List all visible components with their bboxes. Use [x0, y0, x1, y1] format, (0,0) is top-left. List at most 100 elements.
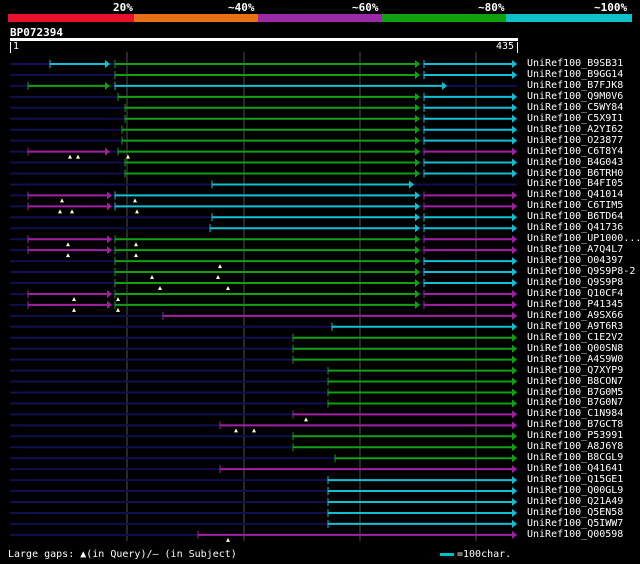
hit-row[interactable]: [10, 147, 517, 159]
segment-arrow-icon: [415, 169, 420, 178]
hit-label[interactable]: UniRef100_O23877: [527, 134, 624, 146]
hit-row[interactable]: [10, 103, 517, 112]
hit-label[interactable]: UniRef100_Q15GE1: [527, 474, 624, 486]
hit-row[interactable]: [10, 333, 517, 342]
hit-row[interactable]: [10, 508, 517, 517]
hit-row[interactable]: [10, 279, 517, 290]
hit-row[interactable]: [10, 235, 517, 247]
hit-label[interactable]: UniRef100_B6TD64: [527, 211, 624, 223]
hit-row[interactable]: [10, 136, 517, 145]
hit-row[interactable]: [10, 169, 517, 178]
hit-row[interactable]: [10, 81, 517, 90]
hit-label[interactable]: UniRef100_B7G0N7: [527, 397, 624, 409]
hit-label[interactable]: UniRef100_B7FJK8: [527, 79, 624, 91]
hit-label[interactable]: UniRef100_C5X9I1: [527, 112, 624, 124]
hit-label[interactable]: UniRef100_C6TIM5: [527, 200, 624, 212]
hit-row[interactable]: [10, 476, 517, 485]
hit-row[interactable]: [10, 224, 517, 233]
hit-row[interactable]: [10, 377, 517, 386]
hit-label[interactable]: UniRef100_B4FI05: [527, 178, 624, 190]
pct-label-100: ~100%: [594, 1, 628, 14]
hit-row[interactable]: [10, 60, 517, 68]
hit-row[interactable]: [10, 202, 517, 214]
segment-arrow-icon: [512, 519, 517, 528]
hit-row[interactable]: [10, 454, 517, 463]
hit-row[interactable]: [10, 530, 517, 542]
query-gap-marker-icon: [66, 253, 70, 258]
hit-row[interactable]: [10, 465, 517, 474]
hit-row[interactable]: [10, 125, 517, 134]
hit-row[interactable]: [10, 311, 517, 320]
hit-label[interactable]: UniRef100_B7G0M5: [527, 386, 624, 398]
hit-row[interactable]: [10, 421, 517, 433]
hit-label[interactable]: UniRef100_B9GG14: [527, 68, 624, 80]
hit-row[interactable]: [10, 519, 517, 528]
hit-label[interactable]: UniRef100_C5WY84: [527, 101, 624, 113]
hit-label[interactable]: UniRef100_Q9S9P8-2: [527, 266, 636, 278]
hit-label[interactable]: UniRef100_B8CGL9: [527, 452, 624, 464]
hit-label[interactable]: UniRef100_A4S9W0: [527, 353, 624, 365]
hit-row[interactable]: [10, 487, 517, 496]
hit-label[interactable]: UniRef100_Q00598: [527, 528, 624, 540]
query-gap-marker-icon: [304, 417, 308, 422]
hit-label[interactable]: UniRef100_B6TRH0: [527, 167, 624, 179]
segment-arrow-icon: [512, 103, 517, 112]
hit-label[interactable]: UniRef100_B7GCT8: [527, 419, 624, 431]
hit-row[interactable]: [10, 114, 517, 123]
hit-row[interactable]: [10, 213, 517, 222]
hit-label[interactable]: UniRef100_A2YI62: [527, 123, 624, 135]
hit-label[interactable]: UniRef100_A9T6R3: [527, 320, 624, 332]
hit-row[interactable]: [10, 191, 517, 203]
query-gap-marker-icon: [252, 428, 256, 433]
query-gap-marker-icon: [216, 275, 220, 280]
segment-arrow-icon: [415, 70, 420, 79]
segment-arrow-icon: [512, 344, 517, 353]
hit-label[interactable]: UniRef100_B9SB31: [527, 58, 624, 69]
hit-label[interactable]: UniRef100_Q00GL9: [527, 485, 624, 497]
hit-label[interactable]: UniRef100_A9SX66: [527, 309, 624, 321]
hit-row[interactable]: [10, 257, 517, 269]
hit-row[interactable]: [10, 344, 517, 353]
hit-label[interactable]: UniRef100_Q9S9P8: [527, 277, 624, 288]
hit-label[interactable]: UniRef100_Q10CF4: [527, 287, 624, 299]
hit-label[interactable]: UniRef100_B8CON7: [527, 375, 624, 387]
hit-row[interactable]: [10, 498, 517, 506]
hit-row[interactable]: [10, 432, 517, 441]
hit-row[interactable]: [10, 410, 517, 422]
hit-label[interactable]: UniRef100_C1E2V2: [527, 331, 624, 343]
hit-row[interactable]: [10, 399, 517, 408]
hit-row[interactable]: [10, 443, 517, 452]
hit-row[interactable]: [10, 322, 517, 331]
hit-label[interactable]: UniRef100_Q41736: [527, 222, 624, 234]
hit-label[interactable]: UniRef100_UP1000...: [527, 233, 640, 245]
hit-row[interactable]: [10, 366, 517, 375]
hit-row[interactable]: [10, 180, 517, 189]
hit-label[interactable]: UniRef100_O04397: [527, 255, 624, 267]
hit-row[interactable]: [10, 70, 517, 79]
hit-label[interactable]: UniRef100_C1N984: [527, 408, 624, 420]
hit-row[interactable]: [10, 158, 517, 167]
hit-row[interactable]: [10, 388, 517, 397]
hit-label[interactable]: UniRef100_A8J6Y8: [527, 441, 624, 453]
hit-label[interactable]: UniRef100_Q9M0V6: [527, 90, 624, 102]
hit-label[interactable]: UniRef100_Q5EN58: [527, 506, 624, 518]
hit-row[interactable]: [10, 92, 517, 101]
hit-label[interactable]: UniRef100_Q00SN8: [527, 342, 624, 354]
hit-label[interactable]: UniRef100_C6T8Y4: [527, 145, 624, 157]
hit-label[interactable]: UniRef100_P53991: [527, 430, 624, 442]
segment-arrow-icon: [415, 125, 420, 134]
hit-label[interactable]: UniRef100_Q5IWW7: [527, 517, 624, 529]
hit-label[interactable]: UniRef100_Q7XYP9: [527, 364, 624, 376]
hit-label[interactable]: UniRef100_Q41014: [527, 189, 624, 201]
hit-row[interactable]: [10, 355, 517, 364]
hit-label[interactable]: UniRef100_P41345: [527, 298, 624, 310]
hit-row[interactable]: [10, 289, 517, 301]
hit-row[interactable]: [10, 268, 517, 280]
hit-row[interactable]: [10, 246, 517, 258]
hit-label[interactable]: UniRef100_B4G043: [527, 156, 624, 168]
hit-row[interactable]: [10, 300, 517, 312]
hit-label[interactable]: UniRef100_Q41641: [527, 463, 624, 475]
hit-label[interactable]: UniRef100_Q21A49: [527, 496, 624, 507]
segment-arrow-icon: [415, 136, 420, 145]
hit-label[interactable]: UniRef100_A7Q4L7: [527, 244, 624, 256]
